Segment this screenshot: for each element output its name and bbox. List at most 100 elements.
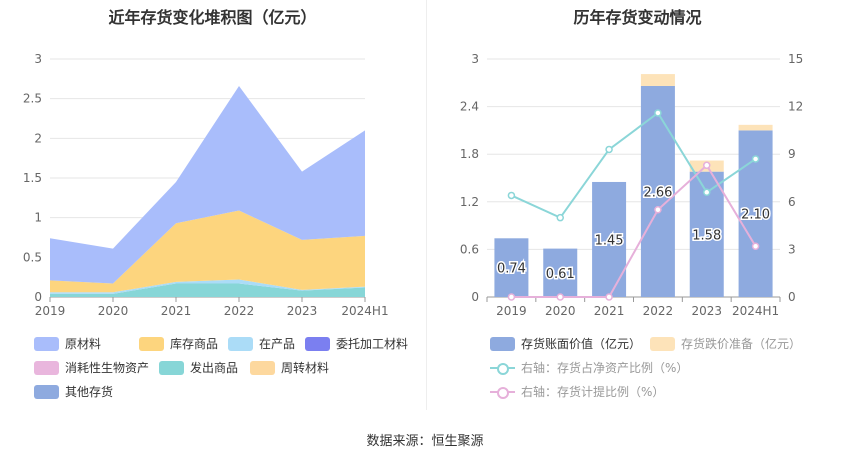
left-legend-item[interactable]: 委托加工材料 xyxy=(305,335,408,352)
provision-point xyxy=(703,161,711,170)
left-legend-item[interactable]: 库存商品 xyxy=(139,335,218,352)
bar-impairment xyxy=(640,74,675,86)
left-legend-item[interactable]: 原材料 xyxy=(34,335,101,352)
panel-divider xyxy=(426,0,427,410)
area-inventory_goods xyxy=(50,210,365,293)
legend-label: 在产品 xyxy=(259,337,296,351)
left-x-tick-label: 2021 xyxy=(161,304,192,318)
left-legend-item[interactable]: 周转材料 xyxy=(250,359,329,376)
legend-label: 消耗性生物资产 xyxy=(65,361,150,375)
right-x-tick-label: 2020 xyxy=(545,304,576,318)
ratio-point xyxy=(751,155,760,163)
left-x-tick-label: 2024H1 xyxy=(341,304,388,318)
left-x-tick-label: 2020 xyxy=(98,304,129,318)
bar-data-label: 2.66 xyxy=(643,185,672,200)
legend-swatch xyxy=(250,360,275,375)
legend-label: 右轴：存货占净资产比例（%） xyxy=(521,361,689,375)
area-shipped xyxy=(50,283,365,297)
legend-label: 委托加工材料 xyxy=(336,337,409,351)
legend-label: 右轴：存货计提比例（%） xyxy=(521,385,665,399)
legend-swatch xyxy=(490,361,515,375)
legend-swatch xyxy=(490,336,515,351)
left-legend-item[interactable]: 发出商品 xyxy=(159,359,238,376)
bar-data-label: 0.61 xyxy=(546,267,575,282)
ratio-point xyxy=(605,145,613,154)
bar-data-label: 2.10 xyxy=(741,208,770,223)
left-x-tick-label: 2023 xyxy=(287,304,318,318)
left-y-tick-label: 0 xyxy=(34,290,42,304)
legend-label: 库存商品 xyxy=(170,337,219,351)
provision-point xyxy=(654,205,662,214)
right-x-tick-label: 2024H1 xyxy=(732,304,779,318)
legend-swatch xyxy=(305,336,330,351)
legend-label: 原材料 xyxy=(65,337,102,351)
legend-label: 发出商品 xyxy=(190,361,239,375)
charts-canvas: 0 0.5 1 1.5 2 2.5 3 2019 2020 2021 2022 2023 2024H1 0… xyxy=(23,52,803,318)
left-y-tick-label: 1 xyxy=(34,211,42,225)
provision-point xyxy=(507,293,516,301)
left-chart-title: 近年存货变化堆积图（亿元） xyxy=(108,8,317,27)
provision-point xyxy=(556,293,564,301)
bar-data-label: 1.58 xyxy=(692,228,721,243)
left-legend-item[interactable]: 其他存货 xyxy=(34,383,113,400)
area-raw xyxy=(50,85,365,284)
bar-impairment xyxy=(738,124,773,131)
bar-book-value xyxy=(543,248,578,297)
provision-point xyxy=(751,242,760,250)
bar-data-label: 1.45 xyxy=(595,233,624,248)
right-y-tick-label: 2.4 xyxy=(460,100,479,114)
right-y2-tick-label: 3 xyxy=(788,242,796,256)
legend-swatch xyxy=(34,384,59,399)
legend-swatch xyxy=(159,360,184,375)
legend-swatch xyxy=(650,336,675,351)
left-legend-item[interactable]: 消耗性生物资产 xyxy=(34,359,149,376)
right-legend-item[interactable]: 存货跌价准备（亿元） xyxy=(650,335,801,352)
legend-swatch xyxy=(490,385,515,399)
right-y2-tick-label: 0 xyxy=(788,290,796,304)
bar-book-value xyxy=(494,238,529,297)
ratio-point xyxy=(556,213,564,222)
right-y-tick-label: 0.6 xyxy=(460,242,479,256)
right-chart-title: 历年存货变动情况 xyxy=(573,8,702,27)
legend-label: 存货账面价值（亿元） xyxy=(521,337,642,351)
legend-label: 存货跌价准备（亿元） xyxy=(681,337,802,351)
legend-label: 周转材料 xyxy=(281,361,330,375)
area-wip xyxy=(50,279,365,294)
left-legend-item[interactable]: 在产品 xyxy=(228,335,295,352)
right-x-tick-label: 2022 xyxy=(643,304,674,318)
left-y-tick-label: 1.5 xyxy=(23,171,42,185)
right-y-tick-label: 3 xyxy=(471,52,479,66)
right-x-tick-label: 2023 xyxy=(691,304,722,318)
left-x-tick-label: 2022 xyxy=(224,304,255,318)
legend-label: 其他存货 xyxy=(65,385,114,399)
left-y-tick-label: 2.5 xyxy=(23,92,42,106)
left-y-tick-label: 3 xyxy=(34,52,42,66)
left-y-tick-label: 0.5 xyxy=(23,250,42,264)
left-x-tick-label: 2019 xyxy=(35,304,66,318)
left-y-tick-label: 2 xyxy=(34,131,42,145)
bar-data-label: 0.74 xyxy=(497,262,526,277)
right-y-tick-label: 1.8 xyxy=(460,147,479,161)
right-y2-tick-label: 15 xyxy=(788,52,803,66)
provision-line xyxy=(511,163,757,298)
right-legend-item[interactable]: 右轴：存货占净资产比例（%） xyxy=(490,359,688,376)
provision-point xyxy=(605,293,613,301)
right-x-tick-label: 2021 xyxy=(594,304,625,318)
right-y2-tick-label: 6 xyxy=(788,195,796,209)
ratio-point xyxy=(654,109,662,117)
data-source-footer: 数据来源：恒生聚源 xyxy=(366,434,484,449)
legend-swatch xyxy=(139,336,164,351)
ratio-line xyxy=(511,111,757,219)
right-legend-item[interactable]: 存货账面价值（亿元） xyxy=(490,335,641,352)
right-y-tick-label: 1.2 xyxy=(460,195,479,209)
right-y-tick-label: 0 xyxy=(471,290,479,304)
legend-swatch xyxy=(34,360,59,375)
legend-swatch xyxy=(34,336,59,351)
ratio-point xyxy=(507,191,516,200)
right-x-tick-label: 2019 xyxy=(496,304,527,318)
right-y2-tick-label: 9 xyxy=(788,147,796,161)
ratio-point xyxy=(703,188,711,197)
legend-swatch xyxy=(228,336,253,351)
right-y2-tick-label: 12 xyxy=(788,100,803,114)
right-legend-item[interactable]: 右轴：存货计提比例（%） xyxy=(490,383,664,400)
